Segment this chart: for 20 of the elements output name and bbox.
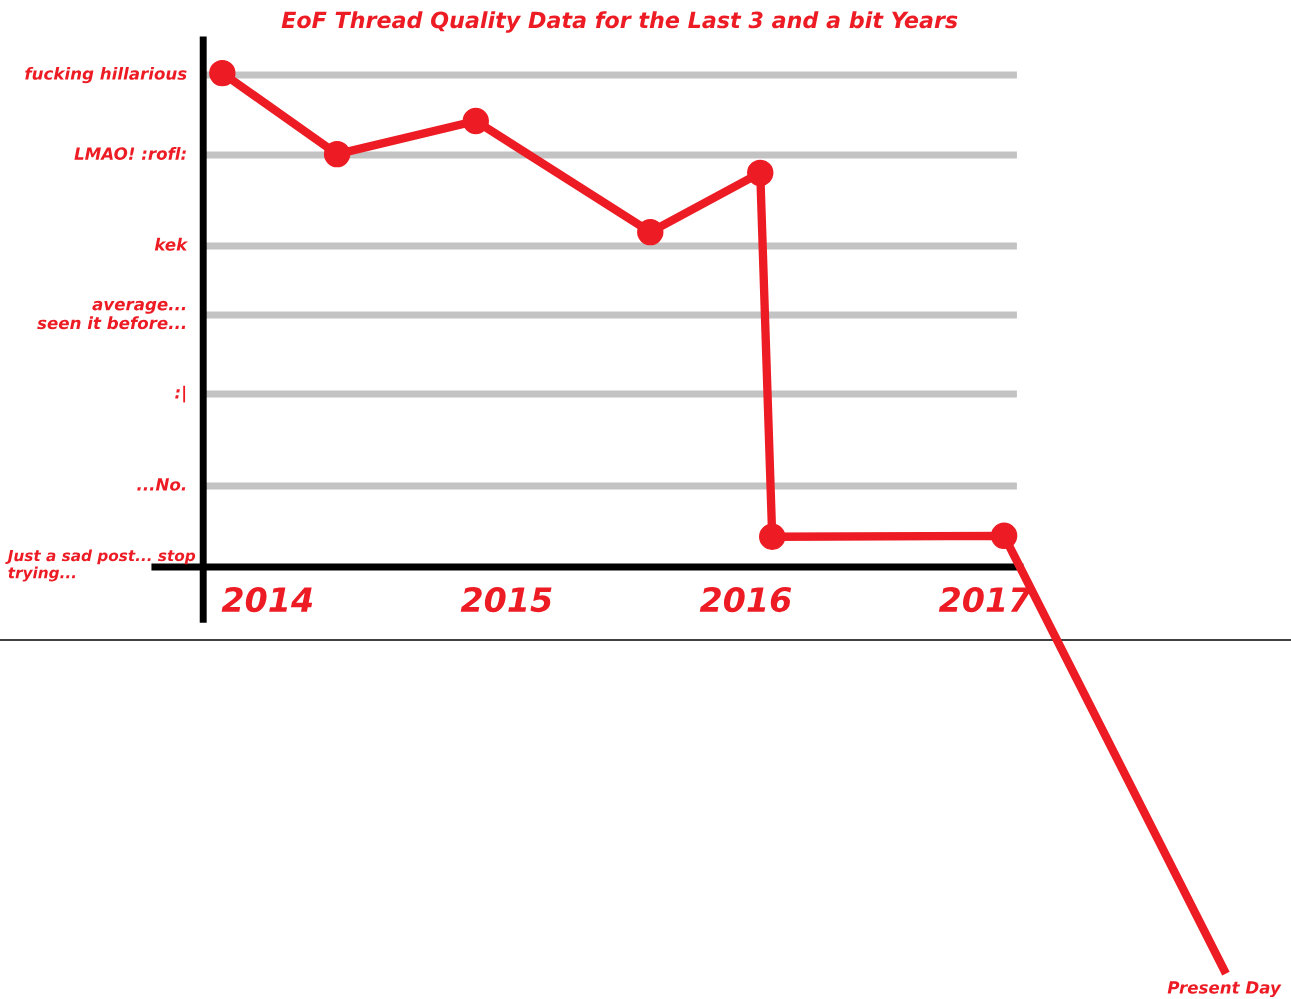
x-tick-label: 2016 <box>699 586 792 613</box>
ref-line-label: LMAO! :rofl: <box>74 146 186 160</box>
point <box>990 522 1018 549</box>
point <box>462 107 489 135</box>
point <box>637 218 664 246</box>
point <box>747 159 774 187</box>
annotation: Present Day <box>1167 981 1282 998</box>
ref-line-label: kek <box>154 237 189 251</box>
ref-line-label: fucking hillarious <box>25 66 187 84</box>
x-tick-label: 2014 <box>221 586 313 613</box>
x-tick-label: 2015 <box>460 586 552 613</box>
ref-line-label: ...No. <box>137 478 186 491</box>
point <box>759 523 786 550</box>
ref-line-label: average... seen it before... <box>37 300 186 330</box>
x-tick-label: 2017 <box>938 586 1032 613</box>
annotation: Just a sad post... stop trying... <box>5 549 196 582</box>
point <box>209 59 236 87</box>
chart-title: EoF Thread Quality Data for the Last 3 and a bit Years <box>281 11 958 33</box>
ref-line-label: :| <box>175 385 186 403</box>
point <box>323 140 351 168</box>
